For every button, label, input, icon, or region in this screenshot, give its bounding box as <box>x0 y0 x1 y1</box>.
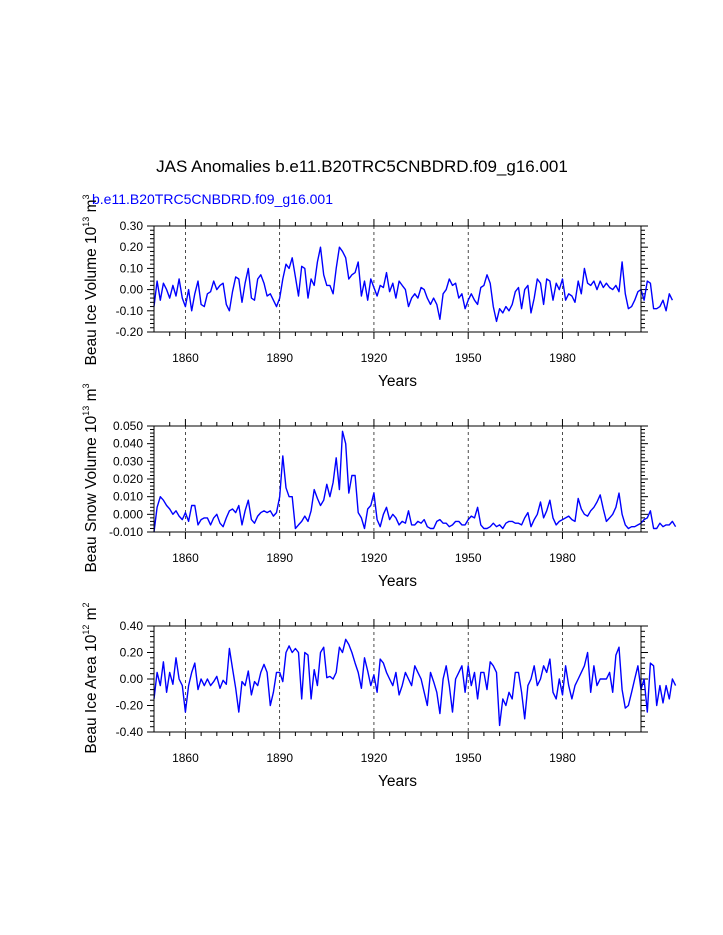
y-tick-label: 0.030 <box>113 454 143 468</box>
x-tick-label: 1860 <box>172 351 199 365</box>
x-tick-label: 1950 <box>455 551 482 565</box>
x-tick-label: 1980 <box>549 751 576 765</box>
x-tick-label: 1890 <box>266 351 293 365</box>
y-tick-label: -0.20 <box>116 325 144 339</box>
y-tick-label: 0.040 <box>113 437 143 451</box>
y-tick-label: -0.20 <box>116 699 144 713</box>
y-tick-label: -0.010 <box>109 525 143 539</box>
chart-panel-1: 1860 1890 1920 1950 1980 -0.20 -0.10 0.00 0.10 0.… <box>81 195 674 390</box>
y-axis-label: Beau Ice Volume 1013 m3 <box>81 195 100 366</box>
plot-frame <box>153 225 642 333</box>
x-axis-label: Years <box>378 573 417 590</box>
x-tick-label: 1860 <box>172 551 199 565</box>
x-tick-label: 1920 <box>361 551 388 565</box>
plot-frame <box>153 625 642 733</box>
y-tick-label: 0.000 <box>113 507 143 521</box>
x-axis-label: Years <box>378 773 417 790</box>
x-tick-label: 1920 <box>361 751 388 765</box>
y-tick-label: -0.40 <box>116 725 144 739</box>
y-tick-label: 0.40 <box>120 619 144 633</box>
x-tick-label: 1920 <box>361 351 388 365</box>
y-tick-label: 0.00 <box>120 672 144 686</box>
y-axis-label: Beau Ice Area 1012 m2 <box>81 602 100 753</box>
x-tick-label: 1890 <box>266 551 293 565</box>
series-line <box>153 246 674 323</box>
x-tick-label: 1980 <box>549 351 576 365</box>
chart-panel-3: 1860 1890 1920 1950 1980 -0.40 -0.20 0.00 0.20 0.… <box>81 602 677 790</box>
y-tick-label: 0.30 <box>120 219 144 233</box>
chart-panel-2: 1860 1890 1920 1950 1980 -0.010 0.000 0.010 0.02… <box>81 383 677 590</box>
y-tick-label: 0.00 <box>120 283 144 297</box>
y-tick-label: 0.10 <box>120 261 144 275</box>
y-axis-label: Beau Snow Volume 1013 m3 <box>81 383 100 572</box>
x-axis-label: Years <box>378 373 417 390</box>
series-line <box>153 638 677 727</box>
y-tick-label: 0.020 <box>113 472 143 486</box>
x-tick-label: 1950 <box>455 351 482 365</box>
x-tick-label: 1890 <box>266 751 293 765</box>
x-tick-label: 1980 <box>549 551 576 565</box>
y-tick-label: 0.20 <box>120 240 144 254</box>
figure-title: JAS Anomalies b.e11.B20TRC5CNBDRD.f09_g1… <box>156 157 568 176</box>
panels: 1860 1890 1920 1950 1980 -0.20 -0.10 0.00 0.10 0.… <box>81 195 677 790</box>
y-tick-label: 0.20 <box>120 646 144 660</box>
x-tick-label: 1950 <box>455 751 482 765</box>
plot-subtitle: b.e11.B20TRC5CNBDRD.f09_g16.001 <box>92 191 333 207</box>
y-tick-label: 0.050 <box>113 419 143 433</box>
y-tick-label: -0.10 <box>116 304 144 318</box>
series-line <box>153 430 677 533</box>
y-tick-label: 0.010 <box>113 490 143 504</box>
x-tick-label: 1860 <box>172 751 199 765</box>
plot-frame <box>153 425 642 533</box>
